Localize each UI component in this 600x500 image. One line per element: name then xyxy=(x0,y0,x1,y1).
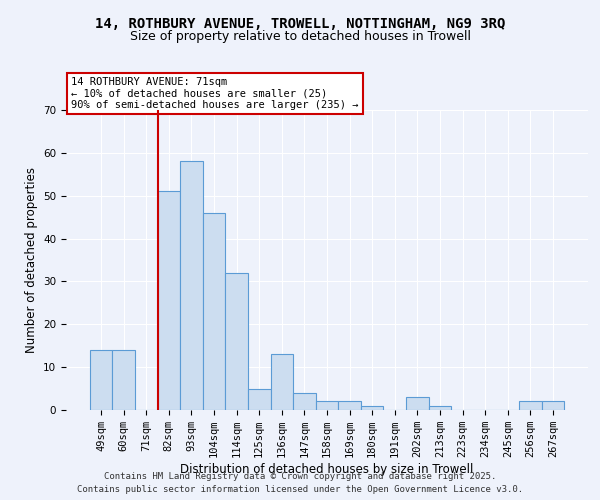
Bar xyxy=(293,393,316,410)
Bar xyxy=(542,402,564,410)
Bar xyxy=(90,350,112,410)
Text: Contains public sector information licensed under the Open Government Licence v3: Contains public sector information licen… xyxy=(77,485,523,494)
Bar xyxy=(158,192,180,410)
Bar xyxy=(226,273,248,410)
Bar xyxy=(248,388,271,410)
Bar xyxy=(361,406,383,410)
Text: 14, ROTHBURY AVENUE, TROWELL, NOTTINGHAM, NG9 3RQ: 14, ROTHBURY AVENUE, TROWELL, NOTTINGHAM… xyxy=(95,18,505,32)
Bar xyxy=(112,350,135,410)
Bar xyxy=(271,354,293,410)
Text: Contains HM Land Registry data © Crown copyright and database right 2025.: Contains HM Land Registry data © Crown c… xyxy=(104,472,496,481)
Bar xyxy=(428,406,451,410)
Bar xyxy=(519,402,542,410)
Bar xyxy=(180,162,203,410)
Bar xyxy=(316,402,338,410)
Bar xyxy=(406,397,428,410)
Bar xyxy=(203,213,226,410)
Y-axis label: Number of detached properties: Number of detached properties xyxy=(25,167,38,353)
Text: Size of property relative to detached houses in Trowell: Size of property relative to detached ho… xyxy=(130,30,470,43)
Text: 14 ROTHBURY AVENUE: 71sqm
← 10% of detached houses are smaller (25)
90% of semi-: 14 ROTHBURY AVENUE: 71sqm ← 10% of detac… xyxy=(71,77,359,110)
Bar xyxy=(338,402,361,410)
X-axis label: Distribution of detached houses by size in Trowell: Distribution of detached houses by size … xyxy=(181,463,473,476)
